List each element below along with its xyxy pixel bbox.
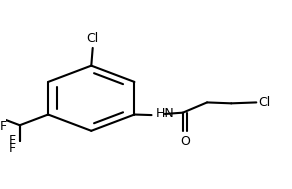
Text: HN: HN xyxy=(156,108,175,120)
Text: F: F xyxy=(9,142,16,155)
Text: F: F xyxy=(9,134,16,147)
Text: F: F xyxy=(0,120,7,132)
Text: O: O xyxy=(180,135,190,148)
Text: Cl: Cl xyxy=(87,32,99,45)
Text: Cl: Cl xyxy=(259,96,271,109)
